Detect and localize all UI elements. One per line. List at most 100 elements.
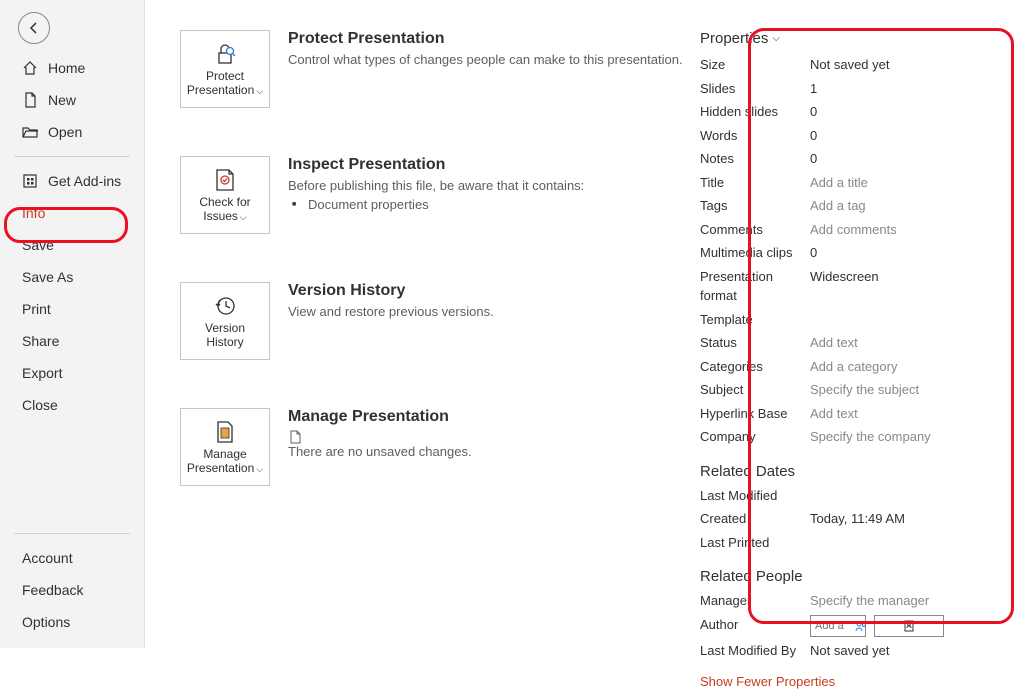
prop-hyperlink-label: Hyperlink Base (700, 404, 810, 424)
nav-home[interactable]: Home (0, 52, 144, 84)
prop-company-value[interactable]: Specify the company (810, 427, 945, 447)
nav-addins-label: Get Add-ins (48, 173, 121, 189)
author-addressbook-button[interactable] (874, 615, 944, 637)
nav-options-label: Options (22, 614, 70, 630)
prop-printed-value (810, 533, 945, 553)
nav-new[interactable]: New (0, 84, 144, 116)
prop-status-label: Status (700, 333, 810, 353)
main-content: Protect Presentation⌵ Protect Presentati… (145, 0, 1024, 648)
protect-presentation-button[interactable]: Protect Presentation⌵ (180, 30, 270, 108)
nav-open[interactable]: Open (0, 116, 144, 148)
prop-lastmodby-value: Not saved yet (810, 641, 945, 661)
nav-new-label: New (48, 92, 76, 108)
properties-panel: Properties ⌵ SizeNot saved yet Slides1 H… (700, 30, 955, 638)
prop-comments-label: Comments (700, 220, 810, 240)
prop-template-value (810, 310, 945, 330)
addins-icon (22, 173, 38, 189)
properties-header[interactable]: Properties ⌵ (700, 30, 945, 47)
protect-card-label: Protect Presentation⌵ (185, 69, 265, 98)
prop-manager-label: Manager (700, 591, 810, 611)
inspect-item: Document properties (288, 197, 584, 212)
check-issues-icon (212, 167, 238, 193)
nav-options[interactable]: Options (0, 606, 144, 638)
nav-feedback[interactable]: Feedback (0, 574, 144, 606)
nav-save-label: Save (22, 237, 54, 253)
prop-media-value: 0 (810, 243, 945, 263)
manage-desc: There are no unsaved changes. (288, 430, 472, 459)
nav-print[interactable]: Print (0, 293, 144, 325)
nav-close[interactable]: Close (0, 389, 144, 421)
back-button[interactable] (18, 12, 50, 44)
nav-export[interactable]: Export (0, 357, 144, 389)
nav-share-label: Share (22, 333, 59, 349)
nav-export-label: Export (22, 365, 62, 381)
prop-hyperlink-value[interactable]: Add text (810, 404, 945, 424)
prop-lastmod-label: Last Modified (700, 486, 810, 506)
protect-desc: Control what types of changes people can… (288, 52, 683, 67)
prop-printed-label: Last Printed (700, 533, 810, 553)
version-history-button[interactable]: Version History (180, 282, 270, 360)
prop-created-value: Today, 11:49 AM (810, 509, 945, 529)
nav-account[interactable]: Account (0, 542, 144, 574)
nav-divider-lower (14, 533, 130, 534)
protect-title: Protect Presentation (288, 30, 683, 48)
prop-notes-value: 0 (810, 149, 945, 169)
nav-account-label: Account (22, 550, 73, 566)
show-fewer-link[interactable]: Show Fewer Properties (700, 674, 835, 689)
prop-words-value: 0 (810, 126, 945, 146)
open-icon (22, 124, 38, 140)
nav-feedback-label: Feedback (22, 582, 83, 598)
section-history: Version History Version History View and… (180, 282, 700, 360)
prop-words-label: Words (700, 126, 810, 146)
history-title: Version History (288, 282, 494, 300)
prop-categories-value[interactable]: Add a category (810, 357, 945, 377)
prop-slides-label: Slides (700, 79, 810, 99)
prop-comments-value[interactable]: Add comments (810, 220, 945, 240)
manage-title: Manage Presentation (288, 408, 472, 426)
prop-tags-value[interactable]: Add a tag (810, 196, 945, 216)
check-issues-button[interactable]: Check for Issues⌵ (180, 156, 270, 234)
prop-format-value: Widescreen (810, 267, 945, 306)
nav-print-label: Print (22, 301, 51, 317)
nav-share[interactable]: Share (0, 325, 144, 357)
nav-addins[interactable]: Get Add-ins (0, 165, 144, 197)
prop-status-value[interactable]: Add text (810, 333, 945, 353)
prop-categories-label: Categories (700, 357, 810, 377)
related-people-header: Related People (700, 568, 945, 585)
check-issues-card-label: Check for Issues⌵ (185, 195, 265, 224)
backstage-sidebar: Home New Open Get Add-ins Info Save Save… (0, 0, 145, 648)
inspect-title: Inspect Presentation (288, 156, 584, 174)
section-inspect: Check for Issues⌵ Inspect Presentation B… (180, 156, 700, 234)
prop-manager-value[interactable]: Specify the manager (810, 591, 945, 611)
new-icon (22, 92, 38, 108)
prop-slides-value: 1 (810, 79, 945, 99)
addressbook-icon (903, 620, 915, 632)
prop-title-value[interactable]: Add a title (810, 173, 945, 193)
nav-save[interactable]: Save (0, 229, 144, 261)
history-card-label: Version History (185, 321, 265, 350)
nav-saveas-label: Save As (22, 269, 73, 285)
manage-icon (212, 419, 238, 445)
nav-info[interactable]: Info (0, 197, 144, 229)
prop-notes-label: Notes (700, 149, 810, 169)
history-desc: View and restore previous versions. (288, 304, 494, 319)
prop-size-label: Size (700, 55, 810, 75)
related-dates-header: Related Dates (700, 463, 945, 480)
prop-tags-label: Tags (700, 196, 810, 216)
nav-saveas[interactable]: Save As (0, 261, 144, 293)
prop-title-label: Title (700, 173, 810, 193)
prop-company-label: Company (700, 427, 810, 447)
prop-hidden-value: 0 (810, 102, 945, 122)
prop-media-label: Multimedia clips (700, 243, 810, 263)
section-protect: Protect Presentation⌵ Protect Presentati… (180, 30, 700, 108)
prop-subject-value[interactable]: Specify the subject (810, 380, 945, 400)
manage-presentation-button[interactable]: Manage Presentation⌵ (180, 408, 270, 486)
nav-divider (14, 156, 130, 157)
lock-icon (212, 41, 238, 67)
prop-size-value: Not saved yet (810, 55, 945, 75)
history-icon (212, 293, 238, 319)
back-arrow-icon (26, 20, 42, 36)
people-icon (854, 619, 868, 633)
manage-card-label: Manage Presentation⌵ (185, 447, 265, 476)
prop-hidden-label: Hidden slides (700, 102, 810, 122)
